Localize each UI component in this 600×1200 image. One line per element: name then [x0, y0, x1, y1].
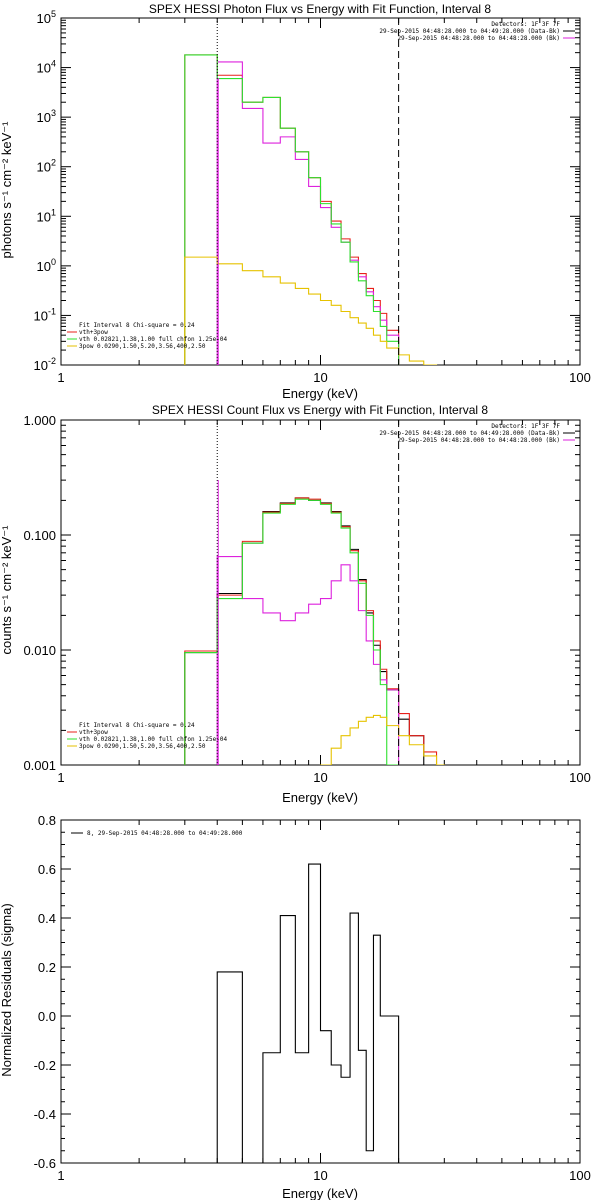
y-tick-label: 100	[37, 257, 56, 274]
series-group	[184, 54, 438, 365]
x-tick-label: 100	[569, 370, 591, 385]
y-tick-label: 0.4	[38, 911, 56, 926]
x-tick-label: 100	[569, 770, 591, 785]
y-tick-label: 0.2	[38, 960, 56, 975]
y-tick-label: 104	[37, 59, 56, 76]
y-tick-label: 0.010	[23, 643, 56, 658]
series-bk	[216, 555, 400, 765]
x-tick-label: 100	[569, 1168, 591, 1183]
series-8-29-sep-2015-04-48-28-000-to-04-49-28-000	[216, 863, 400, 1163]
count-flux-panel: SPEX HESSI Count Flux vs Energy with Fit…	[0, 403, 591, 805]
header-line: 29-Sep-2015 04:48:28.000 to 04:48:28.000…	[397, 437, 560, 444]
series-3pow	[319, 714, 445, 765]
photon-y-axis-label: photons s⁻¹ cm⁻² keV⁻¹	[0, 121, 14, 259]
fit-info-line: Fit Interval 8 Chi-square = 0.24	[79, 722, 195, 729]
x-tick-label: 10	[313, 370, 327, 385]
residual-plot-area: 1 10 100 -0.6 -0.4 -0.2 0.0 0.2 0.4 0.6 0.8 8, 29-S…	[34, 813, 591, 1183]
residual-x-axis-label: Energy (keV)	[282, 1186, 358, 1200]
count-x-axis-label: Energy (keV)	[282, 790, 358, 805]
photon-plot-area: 1 10 100 10-2 10-1 100 101 102 103 104 105 Detector…	[34, 9, 591, 385]
y-tick-label: 0.001	[23, 758, 56, 773]
photon-flux-panel: SPEX HESSI Photon Flux vs Energy with Fi…	[0, 2, 591, 401]
fit-info-line: vth 0.02821,1.38,1.00 full chfon 1.25e-0…	[79, 736, 227, 743]
x-tick-label: 10	[313, 770, 327, 785]
y-tick-label: 103	[37, 108, 56, 125]
series-3pow	[184, 256, 438, 365]
series-group	[216, 863, 400, 1163]
header-line: Detectors: 1F 3F 7F	[491, 21, 560, 28]
y-tick-label: 0.6	[38, 862, 56, 877]
header-line: 29-Sep-2015 04:48:28.000 to 04:49:28.000…	[379, 430, 560, 437]
axes-frame	[60, 419, 581, 766]
series-data-bk	[184, 497, 425, 765]
photon-panel-title: SPEX HESSI Photon Flux vs Energy with Fi…	[149, 2, 491, 16]
series-data-bk	[216, 61, 400, 365]
series-vth-3pow	[184, 497, 445, 765]
series-vth	[184, 498, 400, 765]
header-line: 29-Sep-2015 04:48:28.000 to 04:49:28.000…	[379, 28, 560, 35]
x-tick-label: 1	[57, 770, 64, 785]
y-tick-label: 1.000	[23, 413, 56, 428]
fit-info-line: 3pow 0.0290,1.50,5.20,3.56,400,2.50	[79, 743, 206, 750]
residual-legend-label: 8, 29-Sep-2015 04:48:28.000 to 04:49:28.…	[87, 830, 243, 837]
fit-info-line: Fit Interval 8 Chi-square = 0.24	[79, 322, 195, 329]
y-tick-label: 0.8	[38, 813, 56, 828]
y-tick-label: 0.100	[23, 528, 56, 543]
series-group	[184, 497, 445, 765]
fit-info-line: vth+3pow	[79, 329, 108, 336]
y-tick-label: -0.4	[34, 1107, 56, 1122]
header-line: Detectors: 1F 3F 7F	[491, 423, 560, 430]
residuals-panel: Energy (keV) Normalized Residuals (sigma…	[0, 813, 591, 1200]
y-tick-label: -0.2	[34, 1058, 56, 1073]
x-tick-label: 10	[313, 1168, 327, 1183]
x-tick-label: 1	[57, 1168, 64, 1183]
y-tick-label: 10-1	[34, 306, 56, 323]
fit-info-line: vth 0.02821,1.38,1.00 full chfon 1.25e-0…	[79, 336, 227, 343]
photon-x-axis-label: Energy (keV)	[282, 386, 358, 401]
y-tick-label: 10-2	[34, 356, 56, 373]
residual-y-axis-label: Normalized Residuals (sigma)	[0, 903, 14, 1076]
series-vth	[184, 54, 400, 365]
x-tick-label: 1	[57, 370, 64, 385]
y-tick-label: -0.6	[34, 1156, 56, 1171]
header-line: 29-Sep-2015 04:48:28.000 to 04:48:28.000…	[397, 35, 560, 42]
y-tick-label: 102	[37, 158, 56, 175]
count-plot-area: 1 10 100 0.001 0.010 0.100 1.000 Detectors: 1F …	[23, 413, 590, 785]
fit-info-line: vth+3pow	[79, 729, 108, 736]
y-tick-label: 0.0	[38, 1009, 56, 1024]
y-tick-label: 105	[37, 9, 56, 26]
fit-info-line: 3pow 0.0290,1.50,5.20,3.56,400,2.50	[79, 343, 206, 350]
y-tick-label: 101	[37, 207, 56, 224]
count-panel-title: SPEX HESSI Count Flux vs Energy with Fit…	[152, 403, 488, 417]
count-y-axis-label: counts s⁻¹ cm⁻² keV⁻¹	[0, 525, 14, 655]
